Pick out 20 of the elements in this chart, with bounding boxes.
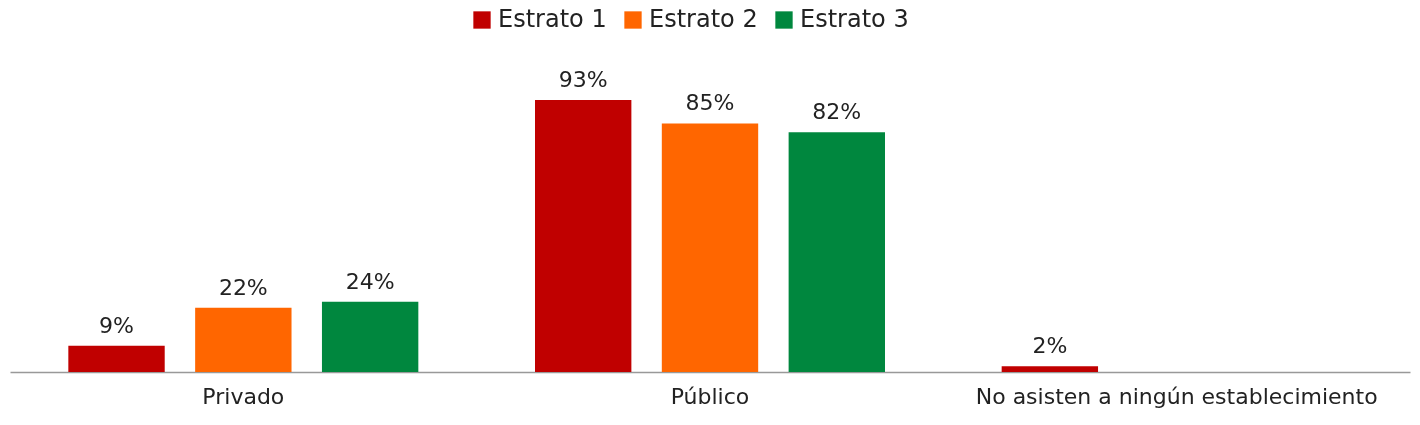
data-label: 93% bbox=[558, 67, 608, 92]
data-label: 2% bbox=[1032, 333, 1068, 359]
data-label: 82% bbox=[812, 99, 862, 125]
bar bbox=[1001, 366, 1099, 372]
data-label: 9% bbox=[99, 312, 134, 338]
legend-label: Estrato 1 bbox=[498, 5, 607, 33]
bar bbox=[68, 345, 165, 372]
bar bbox=[535, 100, 632, 372]
bar bbox=[195, 307, 292, 372]
data-label: 85% bbox=[685, 90, 735, 116]
bar bbox=[661, 123, 759, 372]
bar bbox=[788, 132, 885, 372]
bar bbox=[321, 301, 419, 372]
legend-label: Estrato 2 bbox=[649, 5, 758, 33]
x-tick-label: Privado bbox=[202, 383, 285, 409]
x-tick-label: Público bbox=[670, 383, 750, 409]
data-label: 22% bbox=[218, 274, 268, 300]
x-tick-label: No asisten a ningún establecimiento bbox=[975, 383, 1378, 409]
legend-label: Estrato 3 bbox=[800, 5, 909, 33]
data-label: 24% bbox=[345, 268, 395, 294]
